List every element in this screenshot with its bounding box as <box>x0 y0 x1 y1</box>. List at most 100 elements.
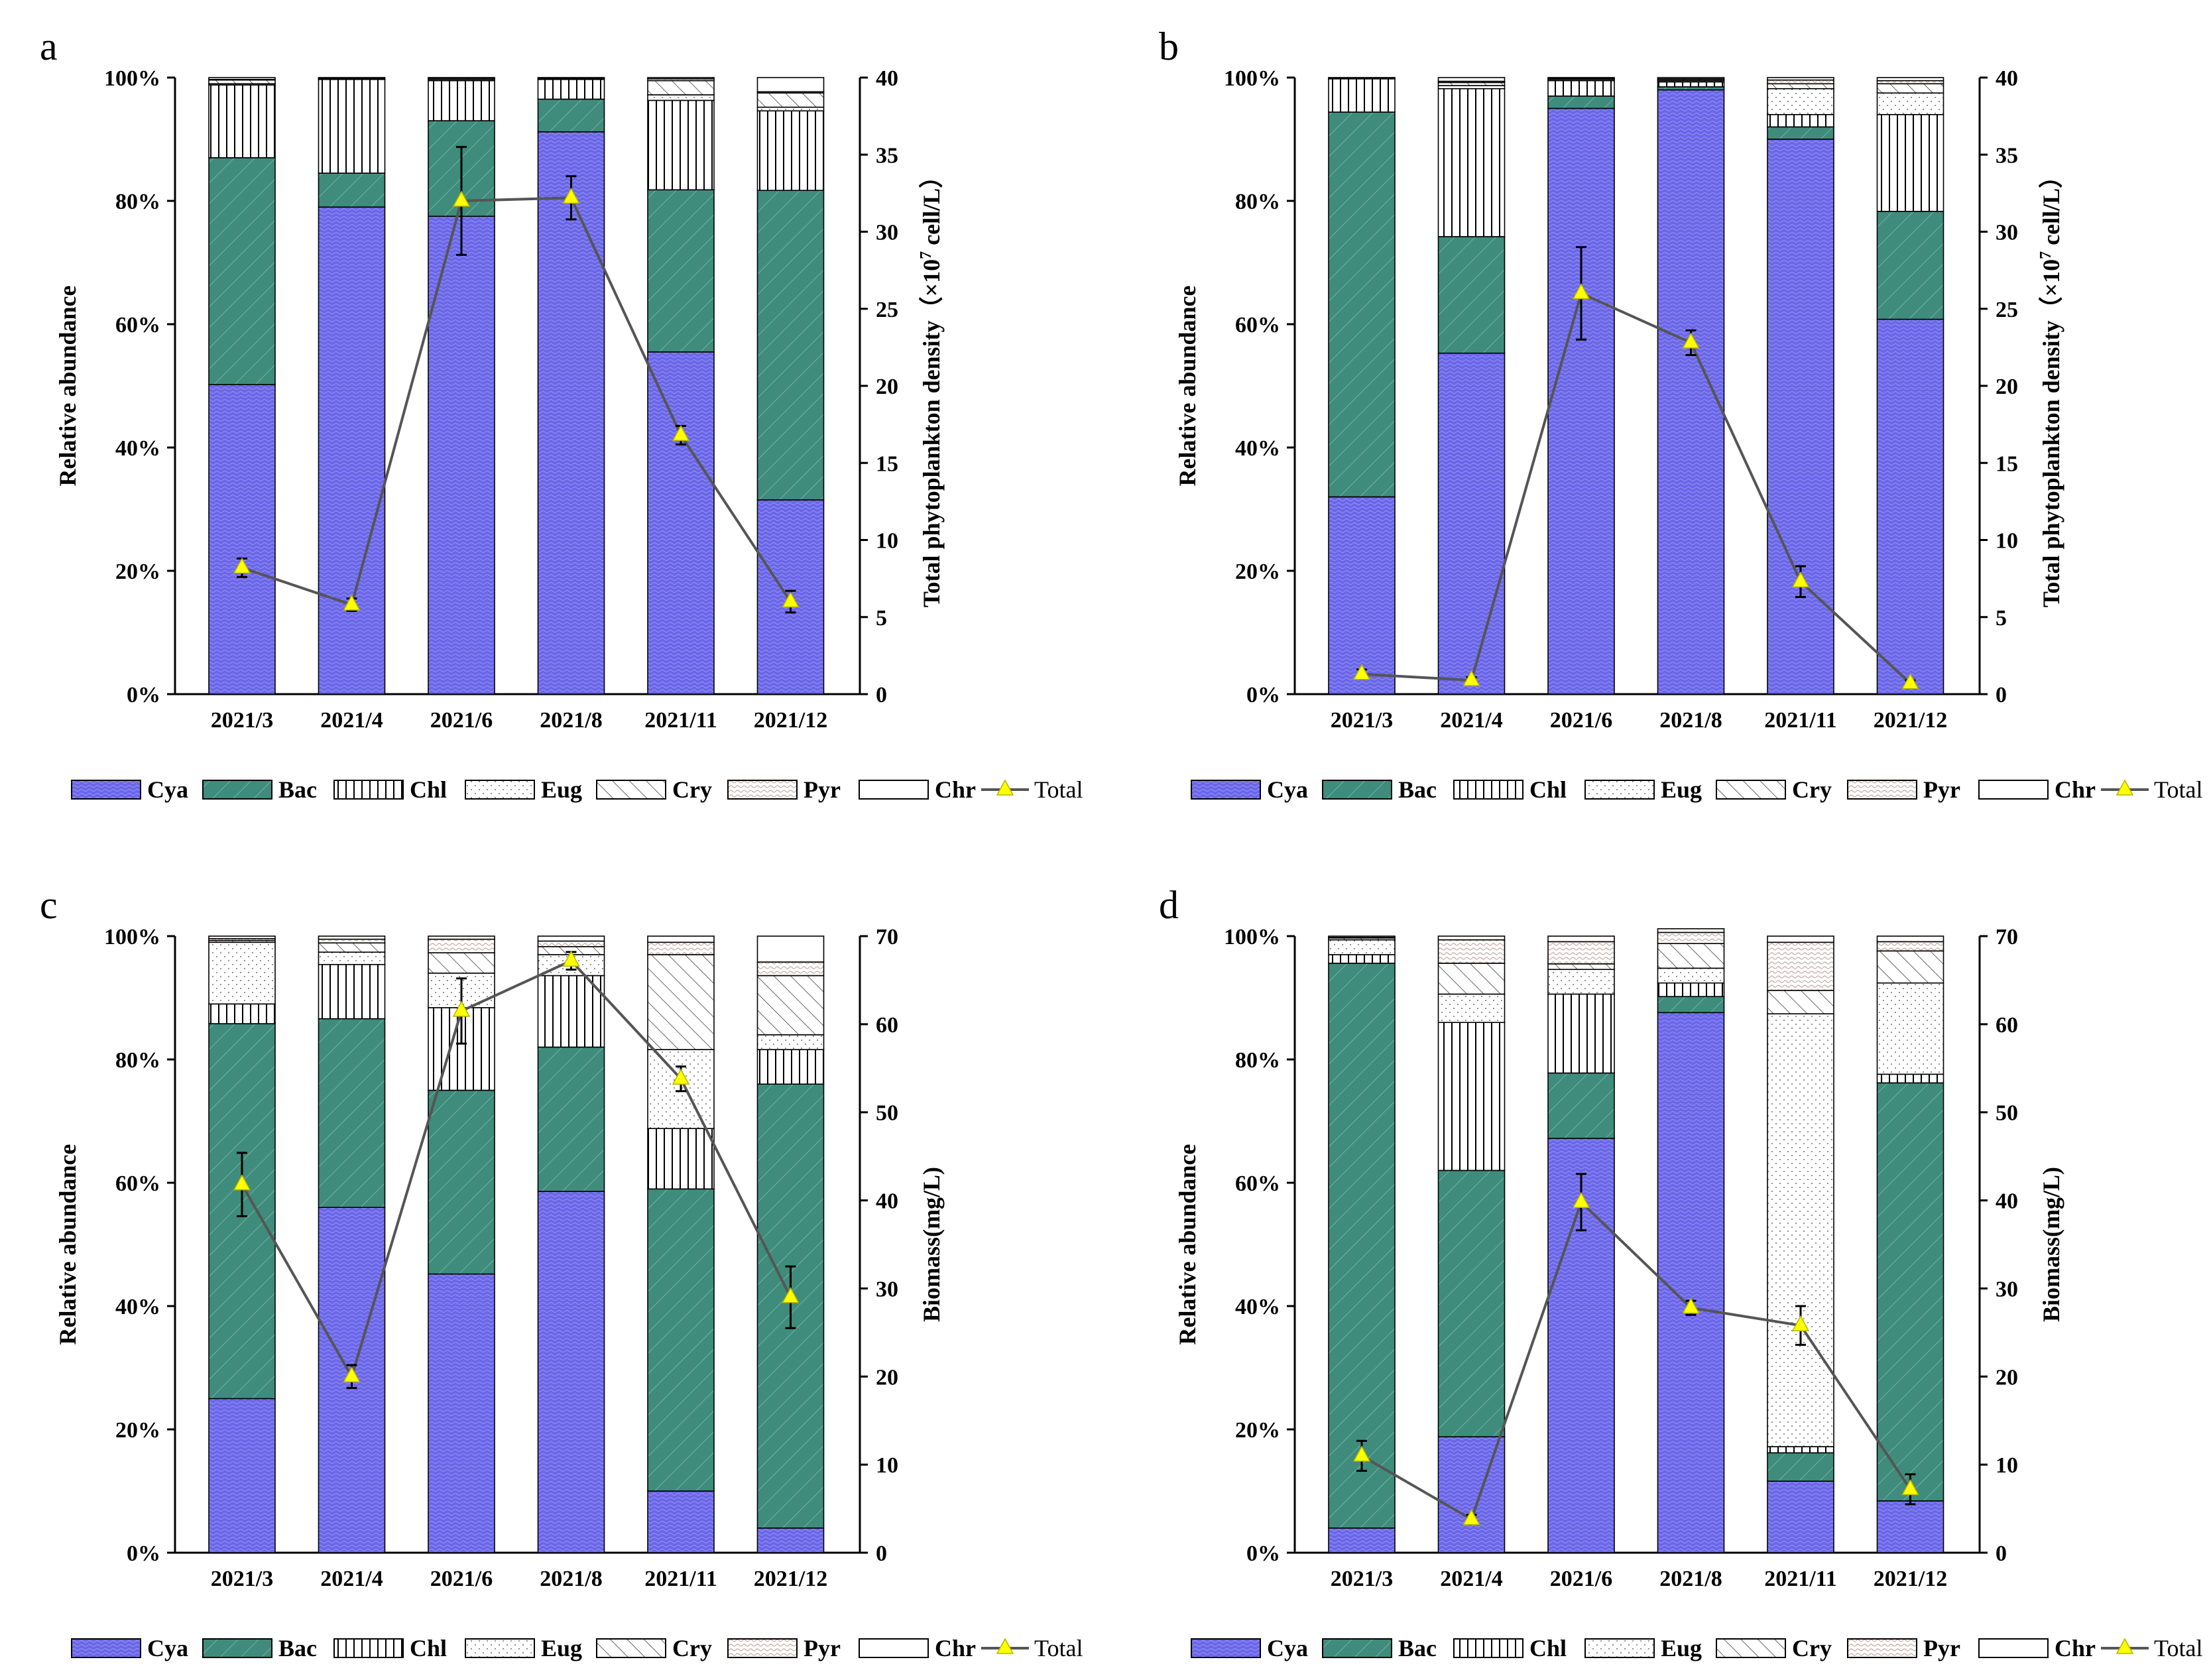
bar-segment-cya <box>1657 1012 1725 1553</box>
bar-segment-cry <box>647 954 715 1050</box>
bar-segment-bac <box>647 1188 715 1492</box>
x-tick-label: 2021/12 <box>1874 1567 1947 1591</box>
x-tick-label: 2021/8 <box>1659 1567 1722 1591</box>
left-tick-label: 60% <box>1235 1171 1280 1196</box>
left-tick-label: 100% <box>1224 925 1280 949</box>
total-point <box>1901 1478 1919 1496</box>
legend-label-pyr: Pyr <box>1923 776 1960 803</box>
bar-segment-chr <box>1876 77 1944 82</box>
right-tick-label: 10 <box>876 1453 898 1478</box>
right-tick-label: 15 <box>876 451 898 476</box>
x-tick-label: 2021/11 <box>644 1567 717 1591</box>
bar-segment-chl <box>1328 78 1396 113</box>
bar-segment-cry <box>1767 990 1834 1014</box>
x-tick-label: 2021/8 <box>1659 708 1722 733</box>
right-tick-label: 25 <box>876 298 898 322</box>
legend-label-chl: Chl <box>1529 776 1567 803</box>
total-point <box>452 1000 471 1017</box>
right-tick-label: 10 <box>876 529 898 554</box>
bar-segment-cry <box>1767 83 1834 90</box>
bar-segment-chr <box>647 77 715 80</box>
legend-label-total: Total <box>1034 1635 1083 1661</box>
left-tick-label: 80% <box>115 1048 160 1073</box>
legend-swatch-eug <box>1584 780 1655 800</box>
bar-segment-bac <box>1876 1082 1944 1502</box>
x-tick-label: 2021/4 <box>320 708 383 733</box>
right-tick-label: 20 <box>876 375 898 399</box>
bar-segment-bac <box>647 189 715 353</box>
bar-segment-chr <box>1657 928 1725 933</box>
left-axis-title: Relative abundance <box>1174 285 1201 486</box>
left-tick-label: 20% <box>1235 560 1280 584</box>
bar-segment-chl <box>1767 1446 1834 1454</box>
bar-segment-cya <box>1876 318 1944 695</box>
legend-swatch-chr <box>859 1638 929 1658</box>
left-tick-label: 0% <box>127 683 160 707</box>
bar-segment-bac <box>1547 95 1615 109</box>
legend-swatch-cry <box>1716 780 1786 800</box>
bar-segment-cry <box>756 975 825 1036</box>
right-tick-label: 5 <box>1996 606 2007 630</box>
bar-segment-cya <box>1767 139 1834 695</box>
x-tick-label: 2021/3 <box>1331 1567 1393 1591</box>
right-tick-label: 50 <box>876 1101 898 1126</box>
x-tick-label: 2021/11 <box>1764 708 1837 733</box>
left-tick-label: 100% <box>104 66 160 91</box>
bar-segment-eug <box>1437 993 1506 1024</box>
bar-segment-eug <box>1767 1013 1834 1447</box>
bar-segment-bac <box>1328 111 1396 498</box>
bar-segment-pyr <box>756 961 825 977</box>
bar-segment-chr <box>756 935 825 963</box>
total-point <box>1572 282 1590 300</box>
panel-label-c: c <box>40 883 58 927</box>
total-point <box>1463 670 1480 686</box>
x-tick-label: 2021/6 <box>1550 1567 1612 1591</box>
bar-segment-chr <box>1657 77 1725 80</box>
legend-swatch-cry <box>596 780 666 800</box>
bar-segment-eug <box>1547 969 1615 995</box>
left-tick-label: 20% <box>115 560 160 584</box>
legend-label-total: Total <box>2154 776 2202 803</box>
bar-segment-chl <box>208 84 276 158</box>
right-tick-label: 70 <box>1996 925 2018 949</box>
total-point <box>562 950 580 967</box>
legend-label-chl: Chl <box>1529 1635 1567 1661</box>
legend-swatch-cya <box>71 1638 141 1658</box>
total-point <box>343 1366 361 1383</box>
total-point <box>1901 673 1919 690</box>
right-tick-label: 30 <box>1996 221 2018 245</box>
left-tick-label: 0% <box>1246 1541 1280 1566</box>
bar-segment-chr <box>1437 77 1506 82</box>
bar-segment-cya <box>647 1490 715 1553</box>
bar-segment-cry <box>1437 963 1506 995</box>
chart-panel-a: a 0% 20% 40% 60% 80% 100% 0 5 10 15 20 25 30 35 40 Relat… <box>40 25 1083 803</box>
x-tick-label: 2021/3 <box>1331 708 1393 733</box>
total-point <box>233 1174 251 1191</box>
bar-segment-chr <box>537 935 605 942</box>
right-tick-label: 15 <box>1996 451 2018 476</box>
left-tick-label: 100% <box>104 925 160 949</box>
bar-segment-chl <box>428 80 495 121</box>
legend-label-total: Total <box>2154 1635 2202 1661</box>
bar-segment-chl <box>1657 81 1725 88</box>
bar-segment-chl <box>537 975 605 1048</box>
bar-segment-bac <box>1437 1170 1506 1437</box>
bar-segment-cya <box>1767 1480 1834 1553</box>
bar-segment-cya <box>208 384 276 695</box>
legend-label-chr: Chr <box>935 776 976 803</box>
total-point <box>562 187 580 204</box>
bar-segment-bac <box>1767 1452 1834 1482</box>
bar-segment-eug <box>1767 88 1834 115</box>
right-axis-title: Total phytoplankton density（×107 cell/L） <box>918 164 945 607</box>
x-tick-label: 2021/4 <box>1440 1567 1502 1591</box>
x-tick-label: 2021/12 <box>754 1567 827 1591</box>
legend-label-eug: Eug <box>541 776 582 803</box>
bar-segment-pyr <box>1876 941 1944 952</box>
right-tick-label: 20 <box>876 1365 898 1390</box>
bar-segment-chr <box>428 935 495 940</box>
right-tick-label: 0 <box>876 683 887 707</box>
bar-segment-chr <box>1767 935 1834 943</box>
legend-label-cry: Cry <box>1792 1635 1832 1661</box>
bar-segment-eug <box>1657 967 1725 984</box>
legend-label-cry: Cry <box>672 776 712 803</box>
